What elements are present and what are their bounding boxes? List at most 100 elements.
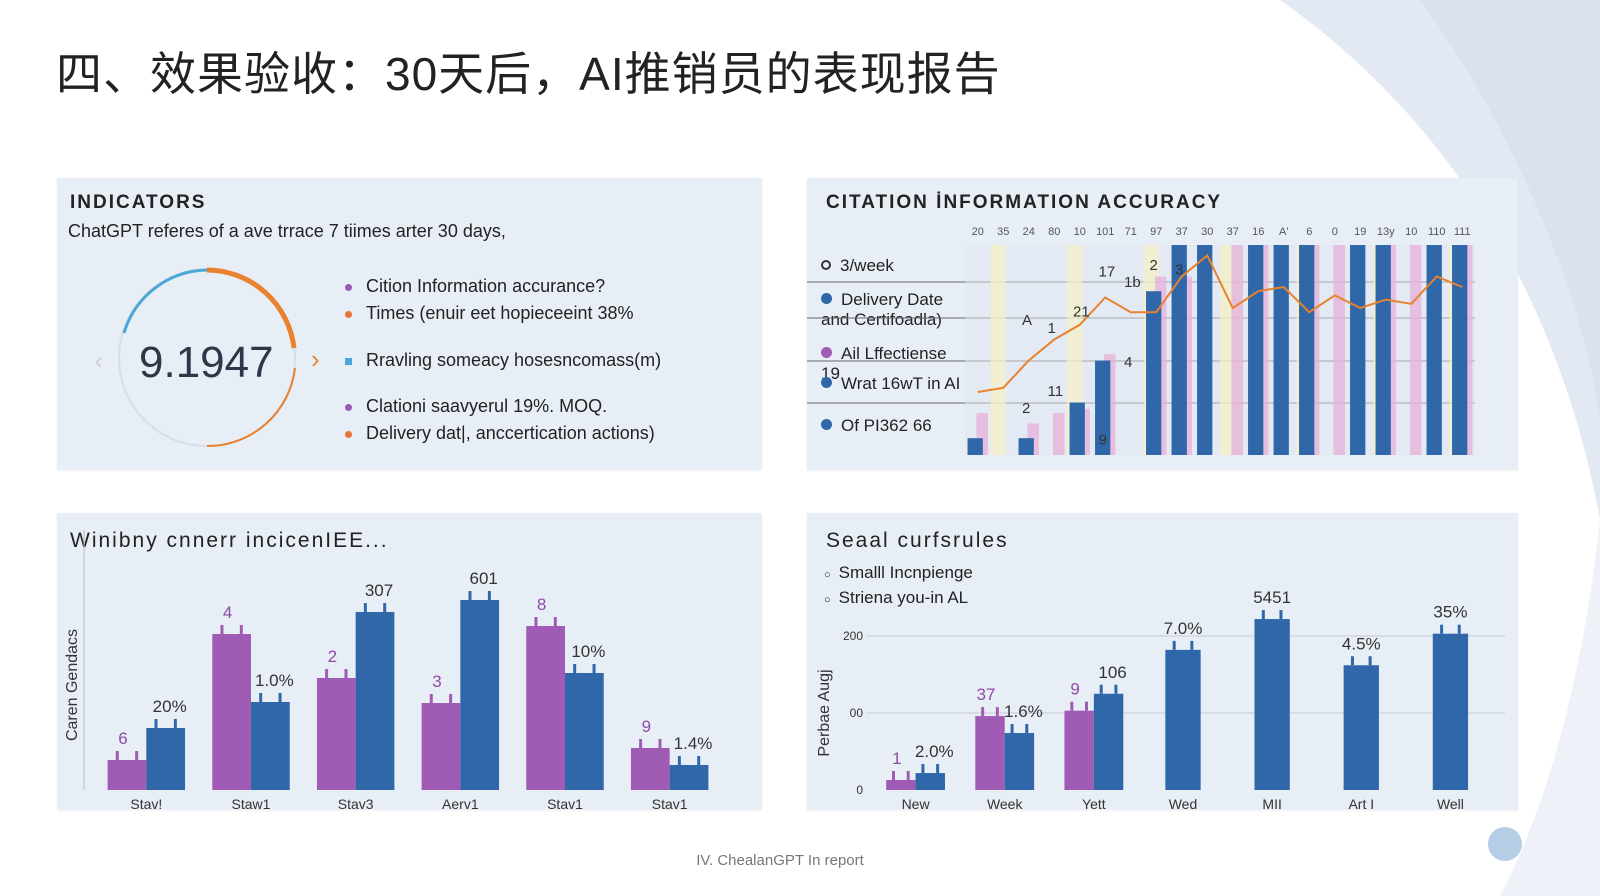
bullet-item: Times (enuir eet hopieceeint 38% <box>345 303 633 324</box>
x-tick-label: Stav3 <box>338 796 374 810</box>
legend-marker <box>821 347 832 358</box>
data-label: 3 <box>432 672 441 691</box>
x-tick-label: 13y <box>1377 226 1395 238</box>
bullet-item: Delivery dat|, anccertication actions) <box>345 423 655 444</box>
citation-chart: 20 35 24 80 10 101 71 97 37 30 37 16 A' 6 0 19 13y 10 110 1… <box>807 226 1475 455</box>
x-tick-label: 101 <box>1096 226 1114 238</box>
bar-purple <box>1064 710 1094 790</box>
incidence-chart: Caren Gendacs 6 20% Stav! 4 1.0% Staw1 2 307 Stav… <box>64 530 712 810</box>
bullet-dot <box>345 403 352 411</box>
y-axis-label: Perbae Augj <box>816 669 833 756</box>
y-tick-label: 00 <box>850 706 864 720</box>
data-label: 8 <box>537 595 546 614</box>
x-tick-label: 10 <box>1405 226 1417 238</box>
bullet-text: Rravling someacy hosesncomass(m) <box>366 350 662 370</box>
bar-purple <box>975 716 1005 790</box>
x-tick-label: Stav! <box>130 796 162 810</box>
x-tick-label: 111 <box>1454 226 1471 238</box>
bar-purple <box>316 678 356 790</box>
legend-text: Of PI362 66 <box>841 416 932 435</box>
page-title: 四、效果验收：30天后，AI推销员的表现报告 <box>56 48 1001 100</box>
bullet-text: Delivery dat|, anccertication actions) <box>366 423 655 443</box>
data-label: 1 <box>892 749 901 768</box>
x-tick-label: 24 <box>1023 226 1035 238</box>
data-label: 6 <box>118 729 127 748</box>
x-tick-label: 37 <box>1176 226 1188 238</box>
bar-blue <box>1248 245 1264 455</box>
data-label: 601 <box>470 569 498 588</box>
incidence-panel: Winibny cnnerr incicenIEE... Caren Genda… <box>57 513 762 810</box>
data-label: 21 <box>1073 303 1090 320</box>
bar-blue <box>669 765 709 790</box>
citation-panel: CITATION İNFORMATION ACCURACY 3/week Deli… <box>807 178 1518 470</box>
x-tick-label: Stav1 <box>547 796 583 810</box>
bar-purple <box>630 748 670 790</box>
bar-pink <box>976 413 988 455</box>
legend-item: Of PI362 66 <box>821 416 961 436</box>
bar-blue <box>1004 733 1035 790</box>
x-tick-label: Yett <box>1082 796 1106 810</box>
bar-blue <box>1343 665 1379 790</box>
bar-blue <box>1426 245 1442 455</box>
decorative-dot <box>1488 827 1522 861</box>
x-tick-label: 71 <box>1125 226 1137 238</box>
gauge-arc-orange <box>206 267 297 349</box>
x-tick-label: 80 <box>1048 226 1060 238</box>
bar-blue <box>1171 245 1187 455</box>
bar-purple <box>886 779 916 790</box>
x-tick-label: 16 <box>1252 226 1264 238</box>
indicators-subtitle: ChatGPT referes of a ave trrace 7 tiimes… <box>68 221 506 241</box>
bar-pink <box>1052 413 1065 455</box>
x-tick-label: 97 <box>1150 226 1162 238</box>
bar-pink <box>1231 245 1243 455</box>
bar-purple <box>107 760 147 790</box>
x-tick-label: Wed <box>1169 796 1198 810</box>
line-series <box>977 253 1463 393</box>
bar-blue <box>460 600 500 790</box>
data-label: 9 <box>1070 680 1079 699</box>
legend-item: 3/week <box>821 256 961 276</box>
legend-marker <box>821 419 832 430</box>
x-tick-label: Week <box>987 796 1024 810</box>
data-label: 106 <box>1098 663 1126 682</box>
bar-blue <box>1093 693 1124 790</box>
band <box>990 245 1006 455</box>
bar-blue <box>1299 245 1315 455</box>
data-label: 2 <box>1022 400 1030 417</box>
bar-blue <box>1197 245 1213 455</box>
data-label: 10% <box>571 642 605 661</box>
chevron-left-icon: ‹ <box>95 348 102 373</box>
bar-blue <box>146 728 186 790</box>
data-label: 37 <box>977 685 996 704</box>
y-tick-label: 200 <box>843 629 863 643</box>
legend-text: Delivery Date and Certifoadla) <box>821 290 944 329</box>
x-tick-label: New <box>902 796 931 810</box>
gauge-value: 9.1947 <box>139 338 274 387</box>
data-label: 2 <box>328 647 337 666</box>
x-tick-label: Aerv1 <box>442 796 479 810</box>
gauge-arc-blue <box>122 268 208 334</box>
background-decoration <box>1280 0 1600 896</box>
panel-title: Winibny cnnerr incicenIEE... <box>70 529 389 552</box>
panel-title: CITATION İNFORMATION ACCURACY <box>826 192 1223 213</box>
data-label: 1 <box>1048 320 1056 337</box>
bar-blue <box>1452 245 1468 455</box>
bullet-text: Clationi saavyerul 19%. MOQ. <box>366 396 608 416</box>
bullet-item: Clationi saavyerul 19%. MOQ. <box>345 396 607 417</box>
data-label: 307 <box>365 581 393 600</box>
bullet-dot <box>345 430 352 438</box>
x-tick-label: 6 <box>1306 226 1312 238</box>
x-tick-label: 20 <box>972 226 984 238</box>
x-tick-label: 35 <box>997 226 1009 238</box>
gauge-arc-orange-lower <box>206 367 296 448</box>
data-label: 5451 <box>1253 588 1291 607</box>
bar-purple <box>421 703 461 790</box>
x-tick-label: 37 <box>1227 226 1239 238</box>
data-label: 2 <box>1150 257 1158 274</box>
x-tick-label: Art I <box>1348 796 1374 810</box>
bar-purple <box>212 634 251 790</box>
indicators-panel: INDICATORS ChatGPT referes of a ave trra… <box>57 178 762 470</box>
bar-blue <box>565 673 604 790</box>
y-tick-label: 0 <box>856 783 863 797</box>
